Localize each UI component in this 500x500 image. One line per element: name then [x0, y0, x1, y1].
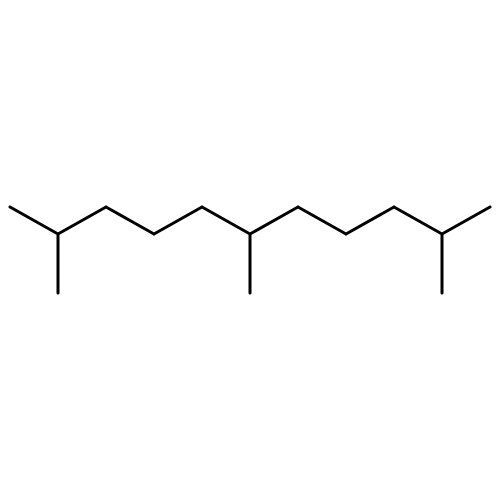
chemical-structure-diagram: [0, 0, 500, 500]
